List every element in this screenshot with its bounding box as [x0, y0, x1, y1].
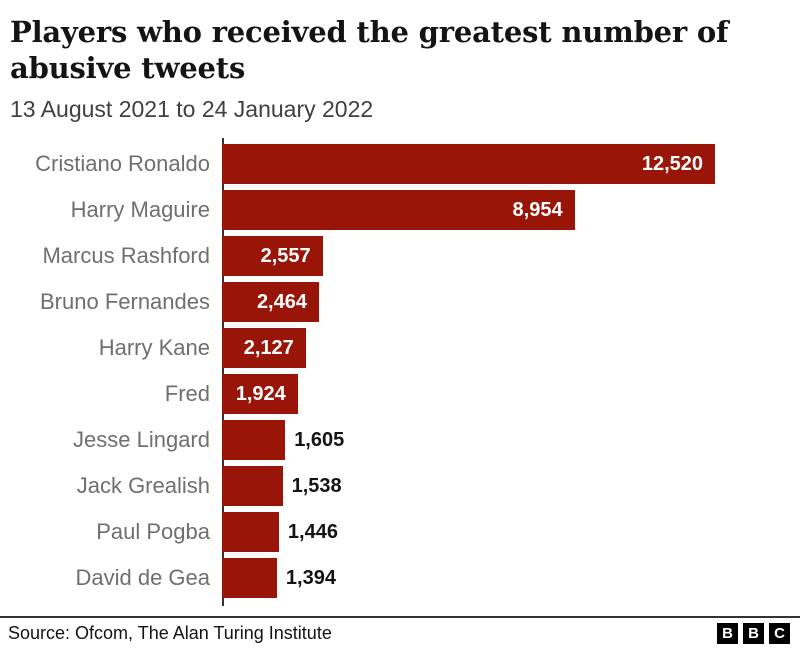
bar-area: 2,127 — [222, 328, 790, 368]
chart-row: Paul Pogba 1,446 — [0, 512, 790, 552]
value-bar: 1,924 — [222, 374, 298, 414]
player-name-label: Jesse Lingard — [73, 427, 210, 452]
value-bar: 8,954 — [222, 190, 575, 230]
value-label: 2,464 — [256, 290, 307, 313]
player-name-label: Marcus Rashford — [42, 243, 210, 268]
value-bar: 2,464 — [222, 282, 319, 322]
player-name-label: David de Gea — [75, 565, 210, 590]
chart-row: Marcus Rashford 2,557 — [0, 236, 790, 276]
value-bar: 2,127 — [222, 328, 306, 368]
value-label: 1,538 — [291, 474, 342, 497]
value-bar: 2,557 — [222, 236, 323, 276]
chart-row: Cristiano Ronaldo 12,520 — [0, 144, 790, 184]
value-label: 1,605 — [294, 428, 345, 451]
chart-footer: Source: Ofcom, The Alan Turing Institute… — [0, 616, 800, 649]
value-label: 2,557 — [260, 244, 311, 267]
page-title: Players who received the greatest number… — [10, 15, 729, 85]
value-label: 1,446 — [287, 520, 338, 543]
chart-subtitle: 13 August 2021 to 24 January 2022 — [10, 96, 374, 122]
player-name-label: Harry Maguire — [70, 197, 210, 222]
player-name-label: Paul Pogba — [96, 519, 210, 544]
y-axis-line — [222, 138, 224, 606]
player-name-label: Jack Grealish — [76, 473, 210, 498]
chart-row: Harry Maguire 8,954 — [0, 190, 790, 230]
bar-area: 1,924 — [222, 374, 790, 414]
player-name-label: Fred — [164, 381, 210, 406]
bar-area: 2,464 — [222, 282, 790, 322]
chart-row: Harry Kane 2,127 — [0, 328, 790, 368]
value-bar — [222, 466, 283, 506]
chart-row: Jack Grealish 1,538 — [0, 466, 790, 506]
value-label: 8,954 — [512, 198, 563, 221]
bar-area: 1,538 — [222, 466, 790, 506]
value-label: 12,520 — [641, 152, 703, 175]
chart-rows: Cristiano Ronaldo 12,520 Harry Maguire 8,95… — [0, 144, 790, 598]
bar-area: 12,520 — [222, 144, 790, 184]
value-bar — [222, 558, 277, 598]
chart-row: Bruno Fernandes 2,464 — [0, 282, 790, 322]
value-label: 2,127 — [243, 336, 294, 359]
player-name-label: Cristiano Ronaldo — [35, 151, 210, 176]
chart-row: Fred 1,924 — [0, 374, 790, 414]
value-label: 1,394 — [285, 566, 336, 589]
value-bar — [222, 420, 286, 460]
bbc-logo-letter: C — [769, 623, 790, 644]
bbc-logo-letter: B — [743, 623, 764, 644]
bar-area: 1,394 — [222, 558, 790, 598]
source-credit: Source: Ofcom, The Alan Turing Institute — [8, 623, 332, 643]
value-bar — [222, 512, 279, 552]
chart-row: Jesse Lingard 1,605 — [0, 420, 790, 460]
value-label: 1,924 — [235, 382, 286, 405]
bar-area: 2,557 — [222, 236, 790, 276]
player-name-label: Bruno Fernandes — [40, 289, 210, 314]
bar-area: 1,446 — [222, 512, 790, 552]
bar-area: 8,954 — [222, 190, 790, 230]
chart-header: Players who received the greatest number… — [0, 0, 800, 123]
value-bar: 12,520 — [222, 144, 715, 184]
bbc-logo-letter: B — [717, 623, 738, 644]
bar-area: 1,605 — [222, 420, 790, 460]
chart-row: David de Gea 1,394 — [0, 558, 790, 598]
bar-chart: Cristiano Ronaldo 12,520 Harry Maguire 8,95… — [0, 138, 790, 606]
player-name-label: Harry Kane — [98, 335, 210, 360]
